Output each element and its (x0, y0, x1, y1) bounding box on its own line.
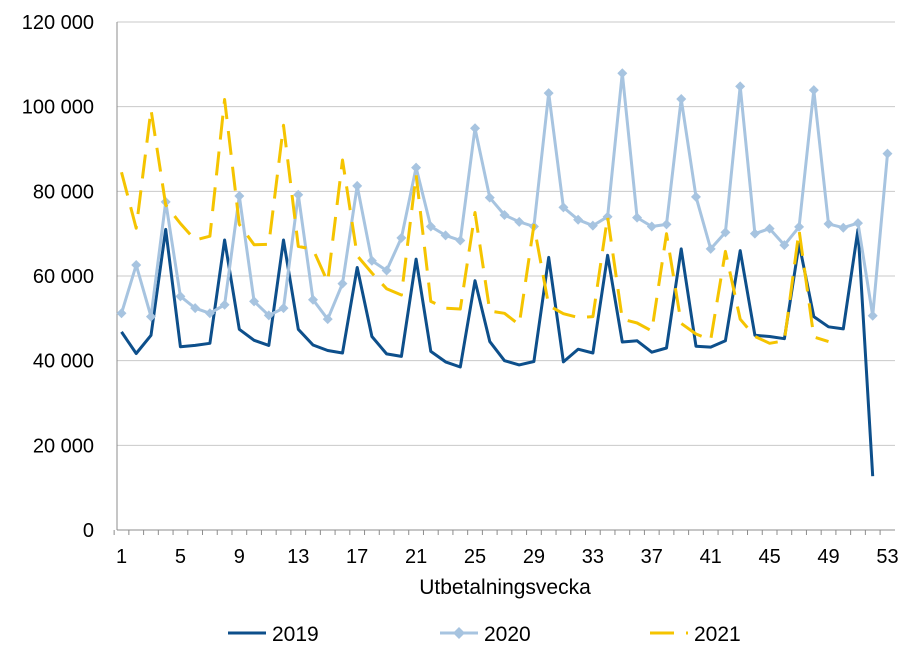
y-tick-label: 100 000 (22, 97, 94, 119)
x-tick-label: 21 (405, 546, 427, 568)
data-point-2020 (116, 308, 127, 319)
x-tick-label: 9 (234, 546, 245, 568)
data-point-2020 (470, 123, 481, 134)
y-tick-label: 120 000 (22, 12, 94, 34)
gridlines (117, 21, 895, 446)
data-point-2020 (499, 210, 510, 221)
data-point-2020 (853, 218, 863, 229)
data-point-2020 (617, 68, 628, 79)
legend: 2019 2020 2021 (228, 623, 741, 646)
x-tick-label: 33 (582, 546, 604, 568)
data-point-2020 (867, 310, 878, 321)
data-point-2020 (219, 299, 230, 310)
data-point-2020 (293, 189, 304, 200)
data-point-2020 (808, 85, 819, 96)
data-point-2020 (632, 212, 643, 223)
x-axis-title: Utbetalningsvecka (419, 576, 591, 599)
legend-label-2019: 2019 (272, 623, 319, 646)
data-point-2020 (337, 278, 348, 289)
data-point-2020 (573, 214, 584, 225)
data-point-2020 (587, 220, 598, 231)
y-tick-label: 60 000 (33, 266, 94, 288)
series-lines (116, 68, 893, 477)
data-point-2020 (352, 180, 363, 191)
data-point-2020 (558, 202, 569, 213)
data-point-2020 (278, 303, 289, 314)
data-point-2020 (779, 240, 790, 251)
data-point-2020 (175, 291, 186, 302)
data-point-2020 (322, 314, 333, 325)
series-line-2021 (120, 98, 829, 345)
y-tick-label: 40 000 (33, 351, 94, 373)
data-point-2020 (366, 255, 377, 266)
data-point-2020 (735, 81, 746, 92)
x-tick-label: 41 (700, 546, 722, 568)
y-tick-label: 80 000 (33, 181, 94, 203)
y-tick-label: 20 000 (33, 435, 94, 457)
data-point-2020 (396, 232, 407, 243)
data-point-2020 (661, 219, 672, 230)
x-tick-label: 17 (346, 546, 368, 568)
data-point-2020 (204, 308, 215, 319)
x-tick-label: 53 (876, 546, 898, 568)
data-point-2020 (646, 221, 657, 232)
data-point-2020 (720, 227, 731, 238)
data-point-2020 (484, 192, 495, 203)
data-point-2020 (705, 243, 716, 254)
data-point-2020 (794, 221, 805, 232)
x-tick-label: 13 (287, 546, 309, 568)
x-axis-tick-labels: 1 5 9 13 17 21 25 29 33 37 41 45 49 53 (116, 546, 899, 568)
data-point-2020 (882, 148, 893, 159)
x-tick-label: 1 (116, 546, 127, 568)
legend-marker-2020 (453, 627, 465, 639)
data-point-2020 (411, 162, 422, 173)
x-tick-label: 29 (523, 546, 545, 568)
data-point-2020 (234, 190, 245, 201)
data-point-2020 (190, 303, 201, 314)
data-point-2020 (823, 218, 834, 229)
x-tick-label: 37 (641, 546, 663, 568)
legend-label-2020: 2020 (484, 623, 531, 646)
data-point-2020 (749, 228, 760, 239)
legend-label-2021: 2021 (694, 623, 741, 646)
data-point-2020 (690, 191, 701, 202)
data-point-2020 (676, 94, 687, 105)
axes (113, 22, 895, 535)
x-tick-label: 45 (758, 546, 780, 568)
x-tick-label: 25 (464, 546, 486, 568)
data-point-2020 (381, 265, 392, 276)
data-point-2020 (131, 259, 142, 270)
data-point-2020 (440, 230, 451, 241)
data-point-2020 (543, 88, 554, 99)
data-point-2020 (307, 294, 318, 305)
data-point-2020 (514, 216, 525, 227)
y-tick-label: 0 (83, 520, 94, 542)
data-point-2020 (263, 310, 274, 321)
series-line-2019 (120, 227, 875, 477)
y-axis-tick-labels: 0 20 000 40 000 60 000 80 000 100 000 120 000 (22, 12, 94, 542)
data-point-2020 (838, 222, 849, 233)
data-point-2020 (602, 211, 613, 222)
x-tick-label: 49 (817, 546, 839, 568)
data-point-2020 (145, 311, 156, 322)
data-point-2020 (455, 235, 466, 246)
data-point-2020 (249, 296, 260, 307)
x-tick-label: 5 (175, 546, 186, 568)
data-point-2020 (764, 223, 775, 234)
data-point-2020 (425, 221, 436, 232)
